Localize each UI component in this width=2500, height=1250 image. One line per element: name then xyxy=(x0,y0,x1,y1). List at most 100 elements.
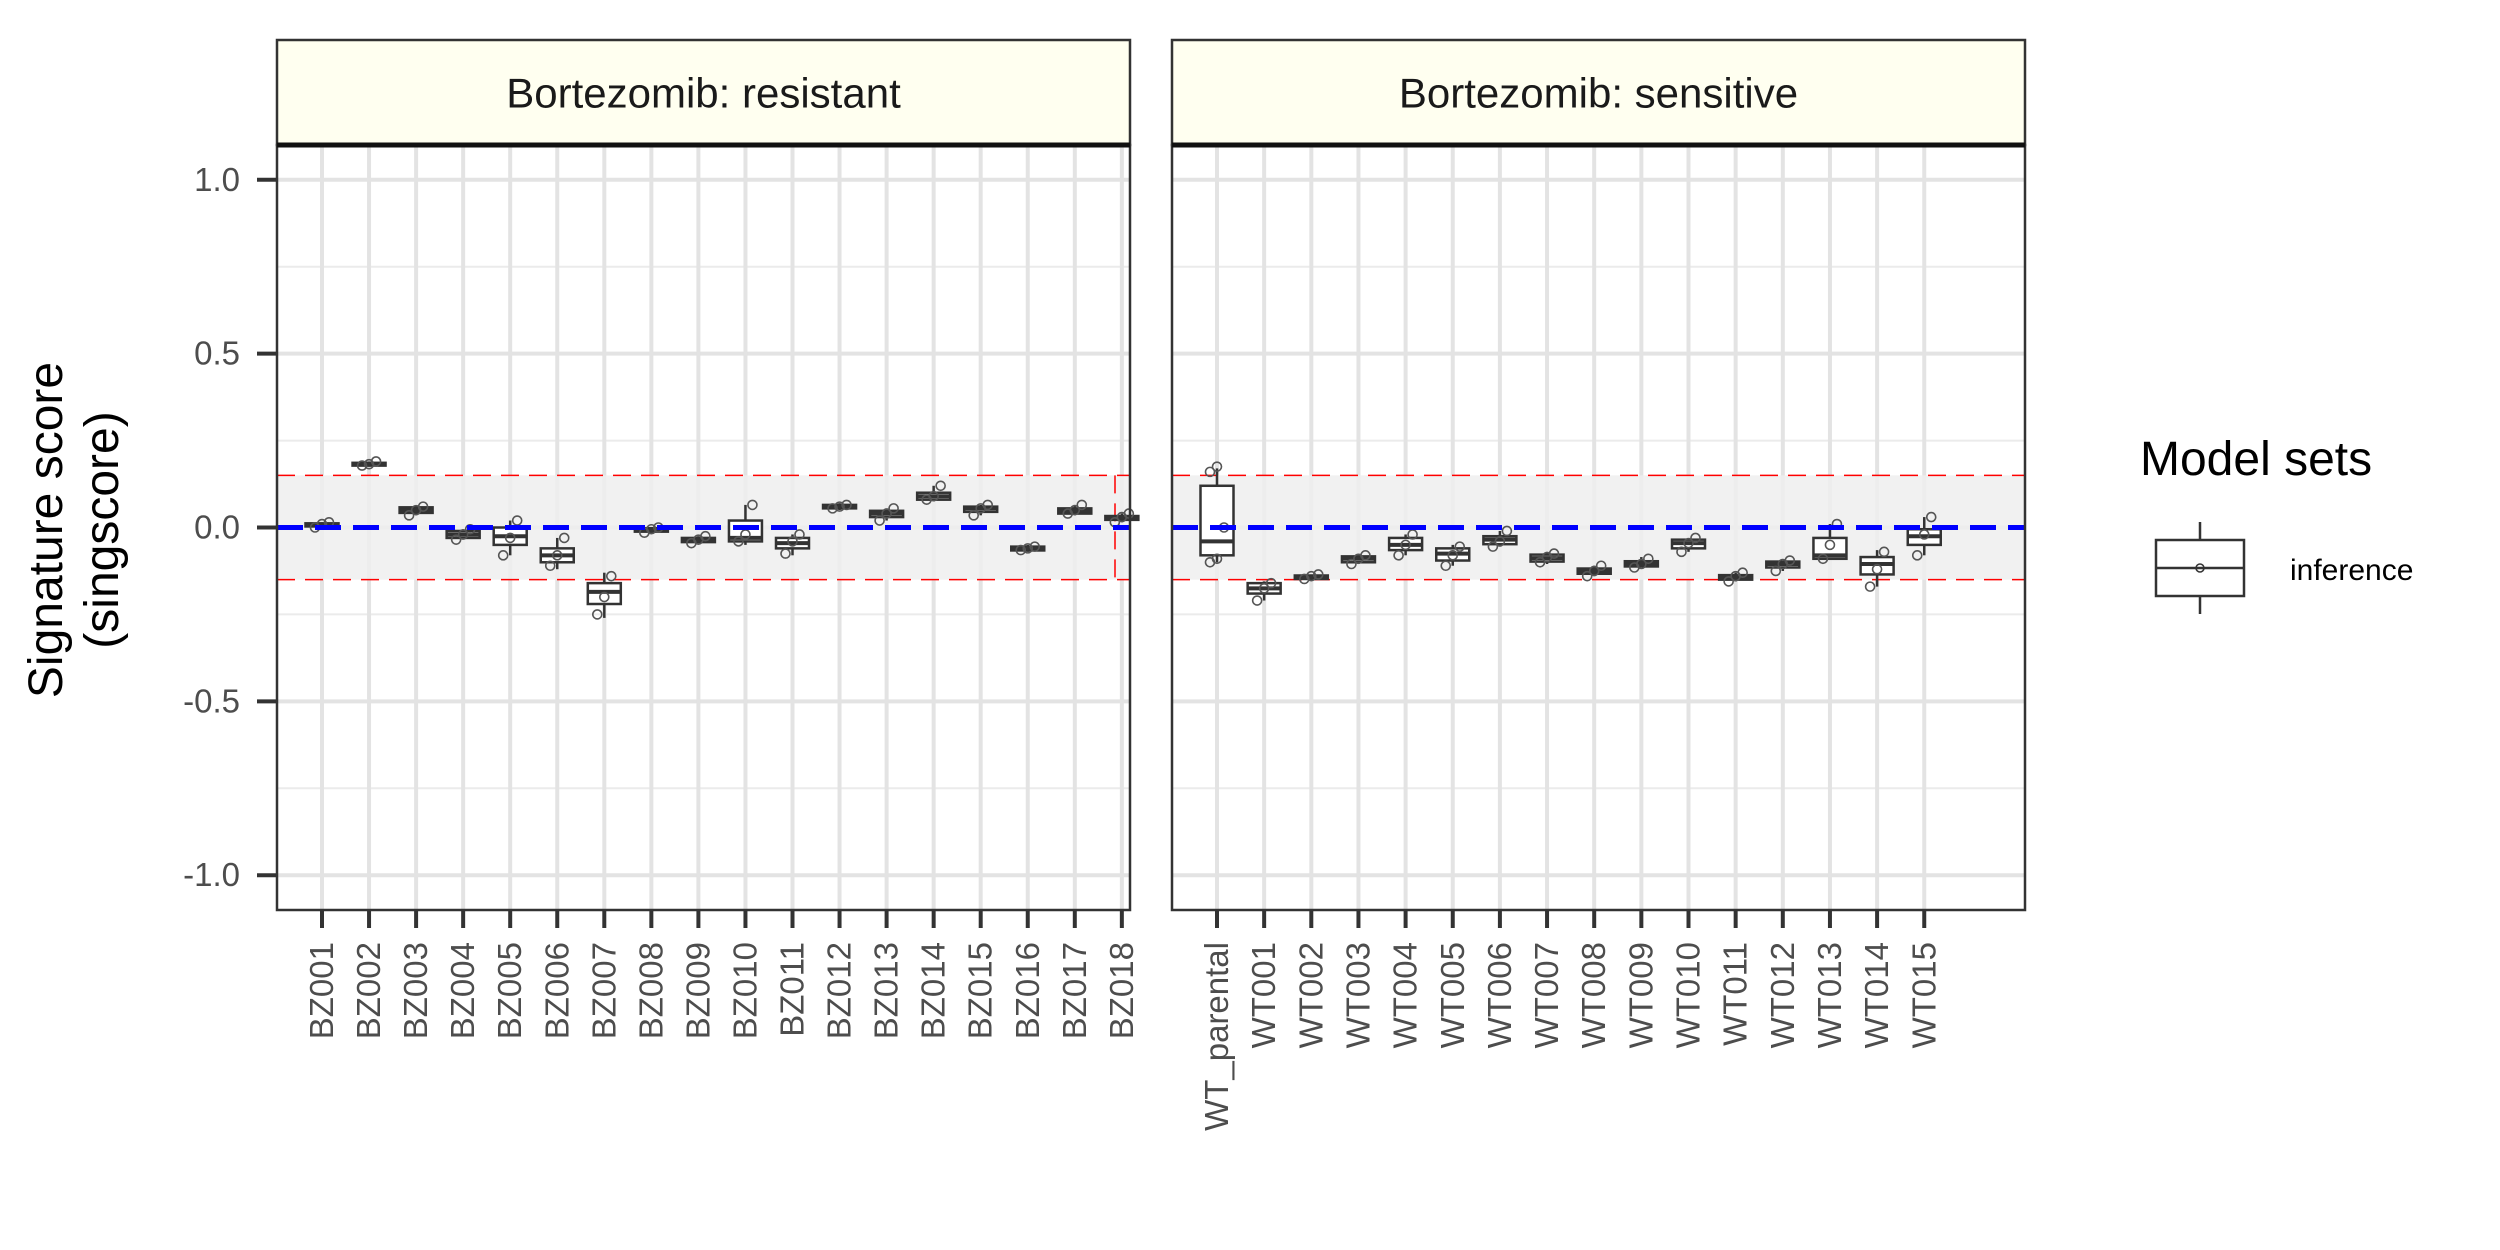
box-point-0 xyxy=(544,560,556,572)
box-point-0 xyxy=(591,609,603,620)
box-point-1 xyxy=(1824,539,1836,551)
panel-1-box-WT013 xyxy=(1812,518,1848,565)
box-point-1 xyxy=(928,490,939,502)
box-point-1 xyxy=(1306,570,1317,582)
box-point-2 xyxy=(1265,577,1277,589)
box-iqr xyxy=(1199,484,1235,557)
box-point-2 xyxy=(1737,567,1748,579)
box-point-1 xyxy=(1400,539,1411,551)
x-tick-label-WT010: WT010 xyxy=(1670,942,1707,1048)
box-point-1 xyxy=(363,458,375,470)
box-point-1 xyxy=(457,529,469,540)
box-point-1 xyxy=(1022,543,1034,554)
box-point-1 xyxy=(646,523,657,535)
x-tick-label-WT009: WT009 xyxy=(1622,942,1659,1048)
x-tick-label-WT015: WT015 xyxy=(1905,942,1942,1048)
panel-0-box-BZ016 xyxy=(1010,541,1046,556)
y-tick-label-3: -0.5 xyxy=(183,682,240,719)
box-point-2 xyxy=(558,532,570,544)
panel-1-box-WT008 xyxy=(1576,560,1612,582)
box-point-0 xyxy=(1299,573,1310,585)
box-point-2 xyxy=(1076,499,1088,511)
x-tick-label-BZ012: BZ012 xyxy=(821,942,858,1039)
panel-0-box-BZ007 xyxy=(586,570,623,620)
box-point-2 xyxy=(700,530,711,542)
panel-1-box-WT015 xyxy=(1906,511,1942,561)
x-tick-label-BZ005: BZ005 xyxy=(491,942,528,1039)
legend-key-point xyxy=(2195,563,2205,573)
x-tick-label-BZ017: BZ017 xyxy=(1056,942,1093,1039)
panel-1-box-WT003 xyxy=(1340,550,1377,570)
box-point-2 xyxy=(605,570,617,582)
x-tick-label-BZ018: BZ018 xyxy=(1103,942,1140,1039)
x-tick-label-WT_parental: WT_parental xyxy=(1198,942,1235,1131)
box-point-1 xyxy=(551,550,563,561)
panel-0-box-BZ011 xyxy=(774,529,811,559)
panels-layer: 1.0 0.5 0.0 -0.5 -1.0 Bortezomib: resistant BZ… xyxy=(183,38,2027,1131)
box-point-0 xyxy=(497,550,509,561)
panel-0-box-BZ017 xyxy=(1057,499,1093,519)
box-point-1 xyxy=(598,591,610,603)
x-tick-label-WT006: WT006 xyxy=(1481,942,1518,1048)
box-point-0 xyxy=(450,534,462,545)
box-point-2 xyxy=(1595,560,1607,572)
box-point-2 xyxy=(935,480,946,492)
box-point-0 xyxy=(1864,581,1876,592)
box-point-2 xyxy=(1643,553,1654,565)
panel-0-box-BZ004 xyxy=(445,523,481,545)
box-point-3 xyxy=(1204,466,1216,478)
box-point-2 xyxy=(747,499,758,511)
box-point-1 xyxy=(1918,529,1930,540)
x-tick-label-BZ010: BZ010 xyxy=(726,942,763,1039)
panel-1-box-WT_parental xyxy=(1199,461,1235,568)
box-point-0 xyxy=(1487,541,1499,552)
x-tick-label-WT002: WT002 xyxy=(1292,942,1329,1048)
panel-1-box-WT005 xyxy=(1435,541,1471,572)
panel-0-box-BZ018 xyxy=(1104,508,1140,528)
box-point-2 xyxy=(1501,525,1513,537)
y-tick-label-1: 0.5 xyxy=(194,335,240,372)
box-point-0 xyxy=(827,503,838,514)
x-tick-label-BZ002: BZ002 xyxy=(350,942,387,1039)
panel-0-strip xyxy=(275,38,1132,147)
y-tick-label-0: 1.0 xyxy=(194,161,240,198)
box-point-0 xyxy=(1346,558,1357,570)
x-tick-label-BZ007: BZ007 xyxy=(585,942,622,1039)
box-point-0 xyxy=(1015,544,1027,556)
box-point-2 xyxy=(1784,555,1796,566)
box-point-2 xyxy=(1690,532,1701,544)
box-point-2 xyxy=(841,499,852,511)
box-point-1 xyxy=(1871,563,1883,575)
box-point-2 xyxy=(794,529,805,540)
panel-0-box-BZ003 xyxy=(398,501,434,521)
box-point-0 xyxy=(780,548,791,559)
x-tick-label-BZ016: BZ016 xyxy=(1009,942,1046,1039)
panel-0-box-BZ014 xyxy=(915,480,952,505)
x-tick-label-BZ001: BZ001 xyxy=(303,942,340,1039)
box-point-2 xyxy=(1029,541,1041,552)
box-point-1 xyxy=(834,501,845,512)
panel-1-strip xyxy=(1170,38,2027,147)
box-point-2 xyxy=(1548,548,1560,559)
x-tick-label-WT008: WT008 xyxy=(1575,942,1612,1048)
box-point-0 xyxy=(1393,550,1404,561)
box-point-1 xyxy=(1069,504,1081,516)
panel-0: Bortezomib: resistant BZ001 BZ002 BZ003 BZ00… xyxy=(275,38,1140,1039)
panel-0-box-BZ012 xyxy=(821,499,858,514)
x-tick-label-BZ013: BZ013 xyxy=(868,942,905,1039)
x-tick-label-BZ014: BZ014 xyxy=(915,942,952,1039)
box-point-0 xyxy=(1251,595,1263,606)
legend: Model sets inference xyxy=(2140,433,2413,614)
x-tick-label-WT004: WT004 xyxy=(1387,942,1424,1048)
box-point-4 xyxy=(1211,461,1223,472)
panel-1-box-WT011 xyxy=(1717,567,1754,587)
panel-1-box-WT007 xyxy=(1529,548,1565,568)
legend-title: Model sets xyxy=(2140,433,2372,486)
box-point-1 xyxy=(1636,558,1647,570)
box-point-1 xyxy=(1447,550,1459,561)
x-tick-label-BZ015: BZ015 xyxy=(962,942,999,1039)
panel-0-box-BZ006 xyxy=(539,532,575,572)
panel-1-box-WT014 xyxy=(1859,546,1895,592)
y-axis-label-line-1: Signature score xyxy=(20,362,73,698)
